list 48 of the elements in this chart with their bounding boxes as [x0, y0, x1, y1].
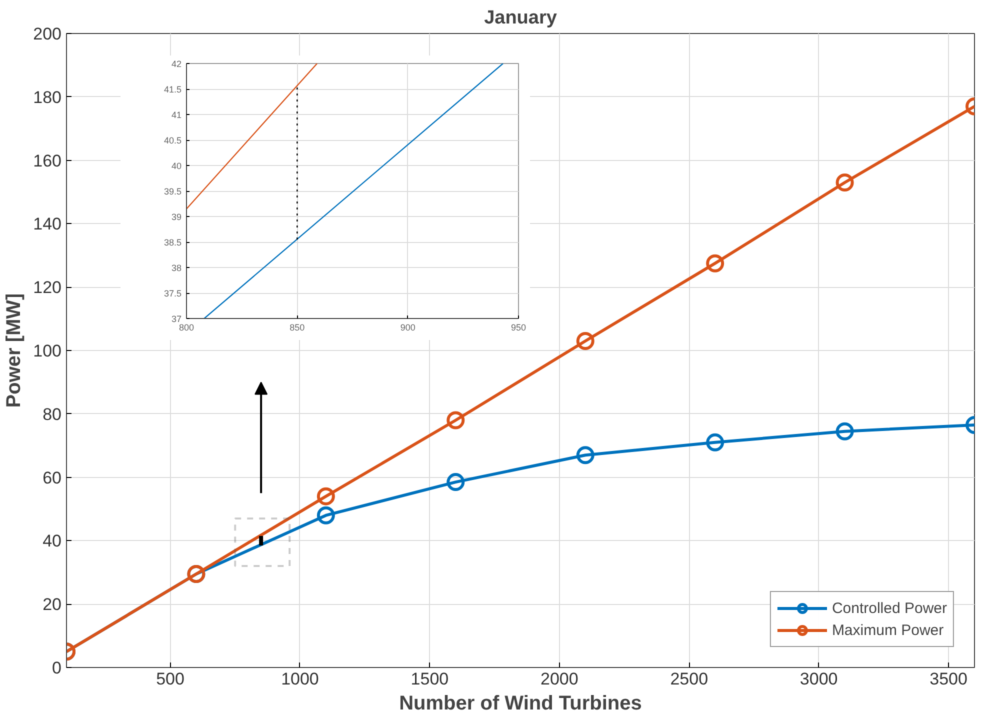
- y-tick-label: 20: [42, 595, 62, 614]
- y-tick-label: 200: [33, 24, 62, 44]
- y-tick-label: 38.5: [164, 238, 182, 248]
- y-tick-label: 39.5: [164, 186, 182, 196]
- legend-label: Controlled Power: [832, 600, 947, 616]
- y-axis-title: Power [MW]: [3, 293, 26, 408]
- point: [706, 433, 724, 452]
- y-tick-label: 40: [42, 532, 62, 551]
- y-tick-label: 38: [171, 263, 182, 273]
- legend-label: Maximum Power: [832, 622, 944, 638]
- chart-title: January: [484, 8, 558, 28]
- y-tick-label: 160: [33, 151, 62, 170]
- y-tick-label: 40: [171, 161, 182, 171]
- x-tick-label: 950: [510, 322, 526, 332]
- y-tick-label: 37.5: [164, 288, 182, 298]
- y-tick-label: 120: [33, 278, 62, 298]
- point: [706, 254, 724, 272]
- point: [836, 422, 854, 440]
- x-axis-title: Number of Wind Turbines: [399, 692, 642, 714]
- y-tick-label: 140: [33, 214, 62, 234]
- y-tick-label: 180: [33, 88, 62, 107]
- x-tick-label: 3000: [800, 670, 838, 688]
- y-tick-label: 40.5: [164, 136, 182, 146]
- point: [446, 473, 465, 492]
- y-tick-label: 39: [171, 212, 182, 222]
- x-tick-label: 800: [178, 322, 194, 332]
- y-tick-label: 42: [171, 59, 182, 69]
- y-tick-label: 41: [171, 110, 182, 120]
- point: [316, 487, 335, 506]
- x-tick-label: 2000: [540, 670, 578, 688]
- point: [576, 332, 594, 350]
- point: [446, 411, 465, 430]
- x-tick-label: 3500: [930, 670, 968, 688]
- y-tick-label: 41.5: [164, 84, 182, 94]
- x-tick-label: 2500: [670, 670, 708, 688]
- point: [576, 446, 594, 464]
- x-tick-label: 500: [156, 670, 184, 688]
- y-tick-label: 100: [33, 342, 62, 360]
- x-tick-label: 1000: [281, 670, 319, 688]
- point: [316, 506, 335, 524]
- y-tick-label: 0: [52, 658, 62, 678]
- y-tick-label: 80: [42, 404, 62, 424]
- point: [836, 174, 854, 192]
- x-tick-label: 850: [290, 322, 305, 332]
- x-tick-label: 1500: [410, 670, 449, 688]
- y-tick-label: 60: [42, 468, 62, 488]
- y-tick-label: 37: [171, 314, 182, 324]
- x-tick-label: 900: [400, 322, 416, 332]
